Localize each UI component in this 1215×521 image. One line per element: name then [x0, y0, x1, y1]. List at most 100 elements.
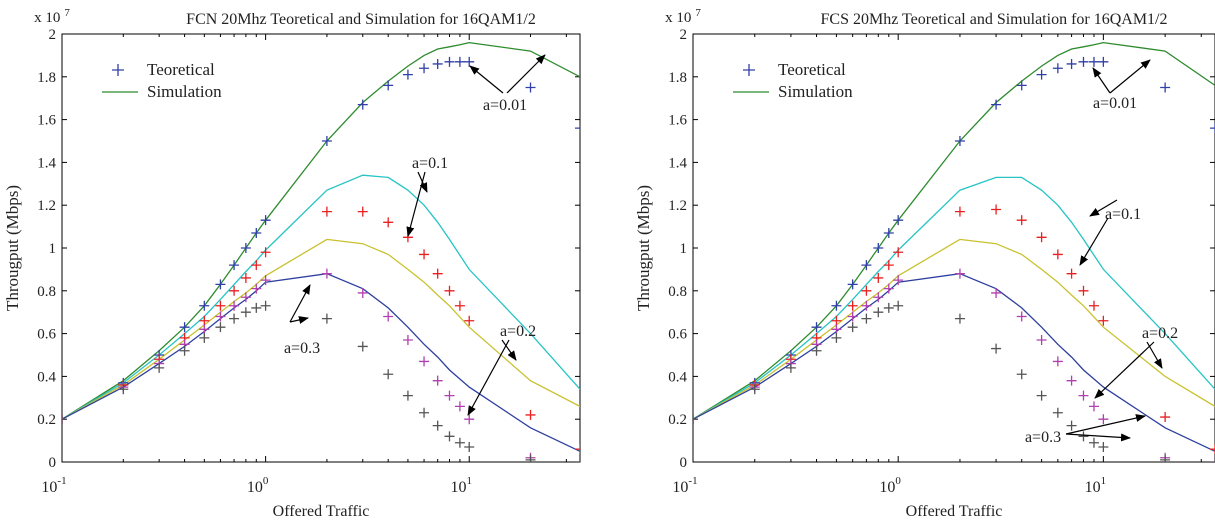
teoretical-point-a0.01	[383, 80, 394, 91]
y-tick-label: 0.4	[668, 369, 687, 385]
teoretical-point-a0.01	[1052, 63, 1063, 74]
teoretical-point-a0.3	[1088, 437, 1099, 448]
x-tick-label: 100	[879, 475, 901, 496]
teoretical-point-a0.01	[321, 136, 332, 146]
teoretical-point-a0.3	[402, 390, 413, 401]
teoretical-point-a0.3	[179, 345, 190, 356]
teoretical-point-a0.3	[1210, 457, 1215, 462]
teoretical-point-a0.01	[444, 56, 455, 67]
teoretical-point-a0.1	[383, 217, 394, 228]
teoretical-point-a0.2	[432, 375, 443, 386]
teoretical-point-a0.1	[1160, 412, 1171, 423]
teoretical-point-a0.1	[1066, 268, 1077, 279]
teoretical-point-a0.3	[954, 313, 965, 324]
teoretical-point-a0.01	[1210, 123, 1215, 134]
annotation-arrow	[506, 54, 546, 94]
chart-title: FCS 20Mhz Teoretical and Simulation for …	[821, 11, 1168, 28]
y-tick-label: 0	[49, 455, 57, 471]
teoretical-point-a0.01	[1098, 56, 1109, 67]
teoretical-point-a0.1	[1036, 232, 1047, 243]
teoretical-point-a0.3	[883, 302, 894, 313]
x-tick-label: 10-1	[672, 475, 697, 496]
teoretical-point-a0.3	[464, 442, 475, 453]
teoretical-point-a0.1	[432, 268, 443, 279]
teoretical-point-a0.3	[1078, 431, 1089, 442]
annotation-arrow	[1065, 414, 1146, 435]
teoretical-point-a0.1	[1016, 215, 1027, 226]
teoretical-point-a0.3	[847, 322, 858, 333]
simulation-line-a0.1	[62, 174, 580, 420]
teoretical-point-a0.3	[432, 420, 443, 431]
series-group	[62, 41, 580, 462]
teoretical-point-a0.3	[118, 384, 129, 395]
teoretical-point-a0.2	[847, 311, 858, 322]
annotation-arrow	[501, 339, 517, 361]
teoretical-point-a0.2	[954, 268, 965, 279]
y-tick-label: 1.2	[668, 198, 687, 214]
simulation-line-a0.2	[693, 238, 1215, 420]
teoretical-point-a0.1	[1098, 315, 1109, 326]
legend: Teoretical Simulation	[102, 60, 222, 101]
teoretical-point-a0.3	[893, 300, 904, 311]
teoretical-point-a0.2	[199, 324, 210, 335]
teoretical-point-a0.2	[357, 287, 368, 298]
annotation-arrow	[467, 339, 510, 416]
teoretical-point-a0.01	[454, 56, 465, 67]
teoretical-point-a0.3	[454, 437, 465, 448]
legend-marker-teoretical	[743, 64, 755, 76]
legend-marker-teoretical	[112, 64, 124, 76]
y-tick-label: 2	[680, 27, 688, 43]
annotation-a-0_01: a=0.01	[469, 54, 546, 114]
teoretical-point-a0.01	[215, 279, 226, 290]
teoretical-point-a0.01	[402, 69, 413, 80]
annotation-arrow	[1092, 67, 1111, 94]
annotation-label: a=0.01	[1093, 95, 1137, 112]
teoretical-point-a0.1	[419, 249, 430, 260]
chart-panel-1: 0 0.2 0.4 0.6 0.8 1 1.2 1.4 1.6 1.8 2 10-1 100 101 x 1…	[3, 7, 581, 520]
x-tick-label: 100	[247, 475, 269, 496]
teoretical-point-a0.3	[251, 302, 262, 313]
teoretical-point-a0.01	[1078, 56, 1089, 67]
teoretical-point-a0.2	[991, 287, 1002, 298]
teoretical-point-a0.3	[1016, 369, 1027, 380]
teoretical-point-a0.3	[873, 307, 884, 318]
teoretical-point-a0.1	[357, 206, 368, 217]
teoretical-point-a0.1	[321, 206, 332, 217]
teoretical-point-a0.01	[831, 300, 842, 311]
teoretical-point-a0.1	[240, 272, 251, 283]
teoretical-point-a0.3	[419, 407, 430, 418]
teoretical-point-a0.2	[229, 300, 240, 311]
teoretical-point-a0.1	[847, 300, 858, 311]
teoretical-point-a0.2	[251, 283, 262, 294]
y-tick-label: 0.6	[37, 327, 56, 343]
teoretical-point-a0.01	[199, 300, 210, 311]
teoretical-point-a0.3	[444, 431, 455, 442]
teoretical-point-a0.2	[883, 283, 894, 294]
teoretical-point-a0.1	[444, 285, 455, 296]
y-tick-label: 0.8	[37, 284, 56, 300]
annotation-a-0_1: a=0.1	[1079, 199, 1141, 266]
annotation-arrow	[289, 316, 309, 324]
teoretical-point-a0.3	[575, 457, 580, 462]
legend: Teoretical Simulation	[733, 60, 853, 101]
y-tick-label: 0.4	[37, 369, 56, 385]
teoretical-point-a0.01	[357, 99, 368, 110]
chart-title: FCN 20Mhz Teoretical and Simulation for …	[186, 11, 536, 28]
teoretical-point-a0.1	[1052, 249, 1063, 260]
annotation-a-0_2: a=0.2	[467, 323, 536, 416]
teoretical-point-a0.01	[991, 99, 1002, 110]
y-tick-label: 1.6	[668, 113, 687, 129]
y-multiplier: x 10 7	[665, 7, 701, 26]
teoretical-point-a0.01	[811, 322, 822, 333]
teoretical-point-a0.2	[831, 324, 842, 335]
teoretical-point-a0.2	[1088, 401, 1099, 412]
annotation-a-0_3: a=0.3	[1025, 414, 1146, 446]
annotation-arrow	[1065, 433, 1131, 442]
annotation-label: a=0.3	[284, 340, 320, 357]
teoretical-point-a0.01	[1160, 82, 1171, 93]
teoretical-point-a0.01	[883, 228, 894, 239]
teoretical-point-a0.3	[693, 414, 698, 425]
simulation-line-a0.3	[62, 273, 580, 452]
teoretical-point-a0.3	[240, 307, 251, 318]
teoretical-point-a0.2	[240, 292, 251, 303]
